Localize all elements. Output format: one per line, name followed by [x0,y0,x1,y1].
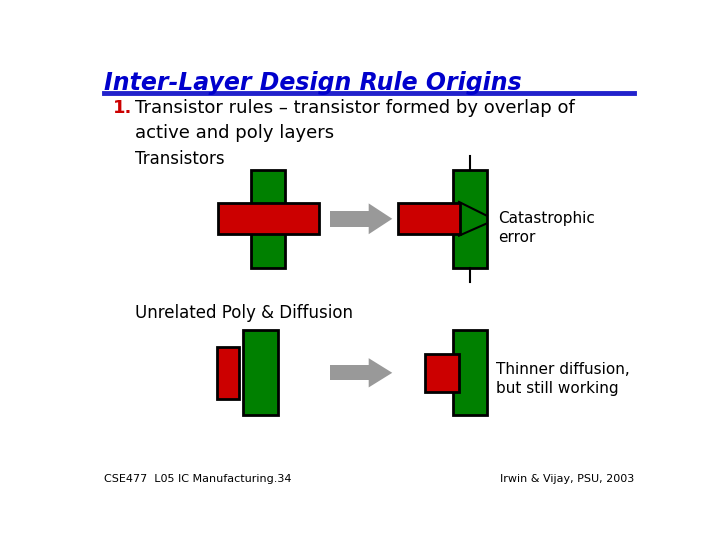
Bar [425,354,459,392]
Text: Transistors: Transistors [135,150,225,167]
Polygon shape [369,204,392,234]
Text: Unrelated Poly & Diffusion: Unrelated Poly & Diffusion [135,303,353,321]
Text: Thinner diffusion,
but still working: Thinner diffusion, but still working [496,362,630,396]
Bar [453,170,487,268]
Bar [251,170,285,268]
Polygon shape [369,358,392,387]
Text: Transistor rules – transistor formed by overlap of
active and poly layers: Transistor rules – transistor formed by … [135,99,575,141]
Text: CSE477  L05 IC Manufacturing.34: CSE477 L05 IC Manufacturing.34 [104,475,292,484]
Bar [330,366,369,380]
Text: 1.: 1. [113,99,132,117]
Bar [217,347,239,399]
Text: Irwin & Vijay, PSU, 2003: Irwin & Vijay, PSU, 2003 [500,475,634,484]
Text: Inter-Layer Design Rule Origins: Inter-Layer Design Rule Origins [104,71,522,95]
Bar [243,330,277,415]
Bar [218,204,319,234]
Bar [330,211,369,226]
Text: Catastrophic
error: Catastrophic error [498,211,595,245]
Bar [398,204,461,234]
Bar [453,330,487,415]
